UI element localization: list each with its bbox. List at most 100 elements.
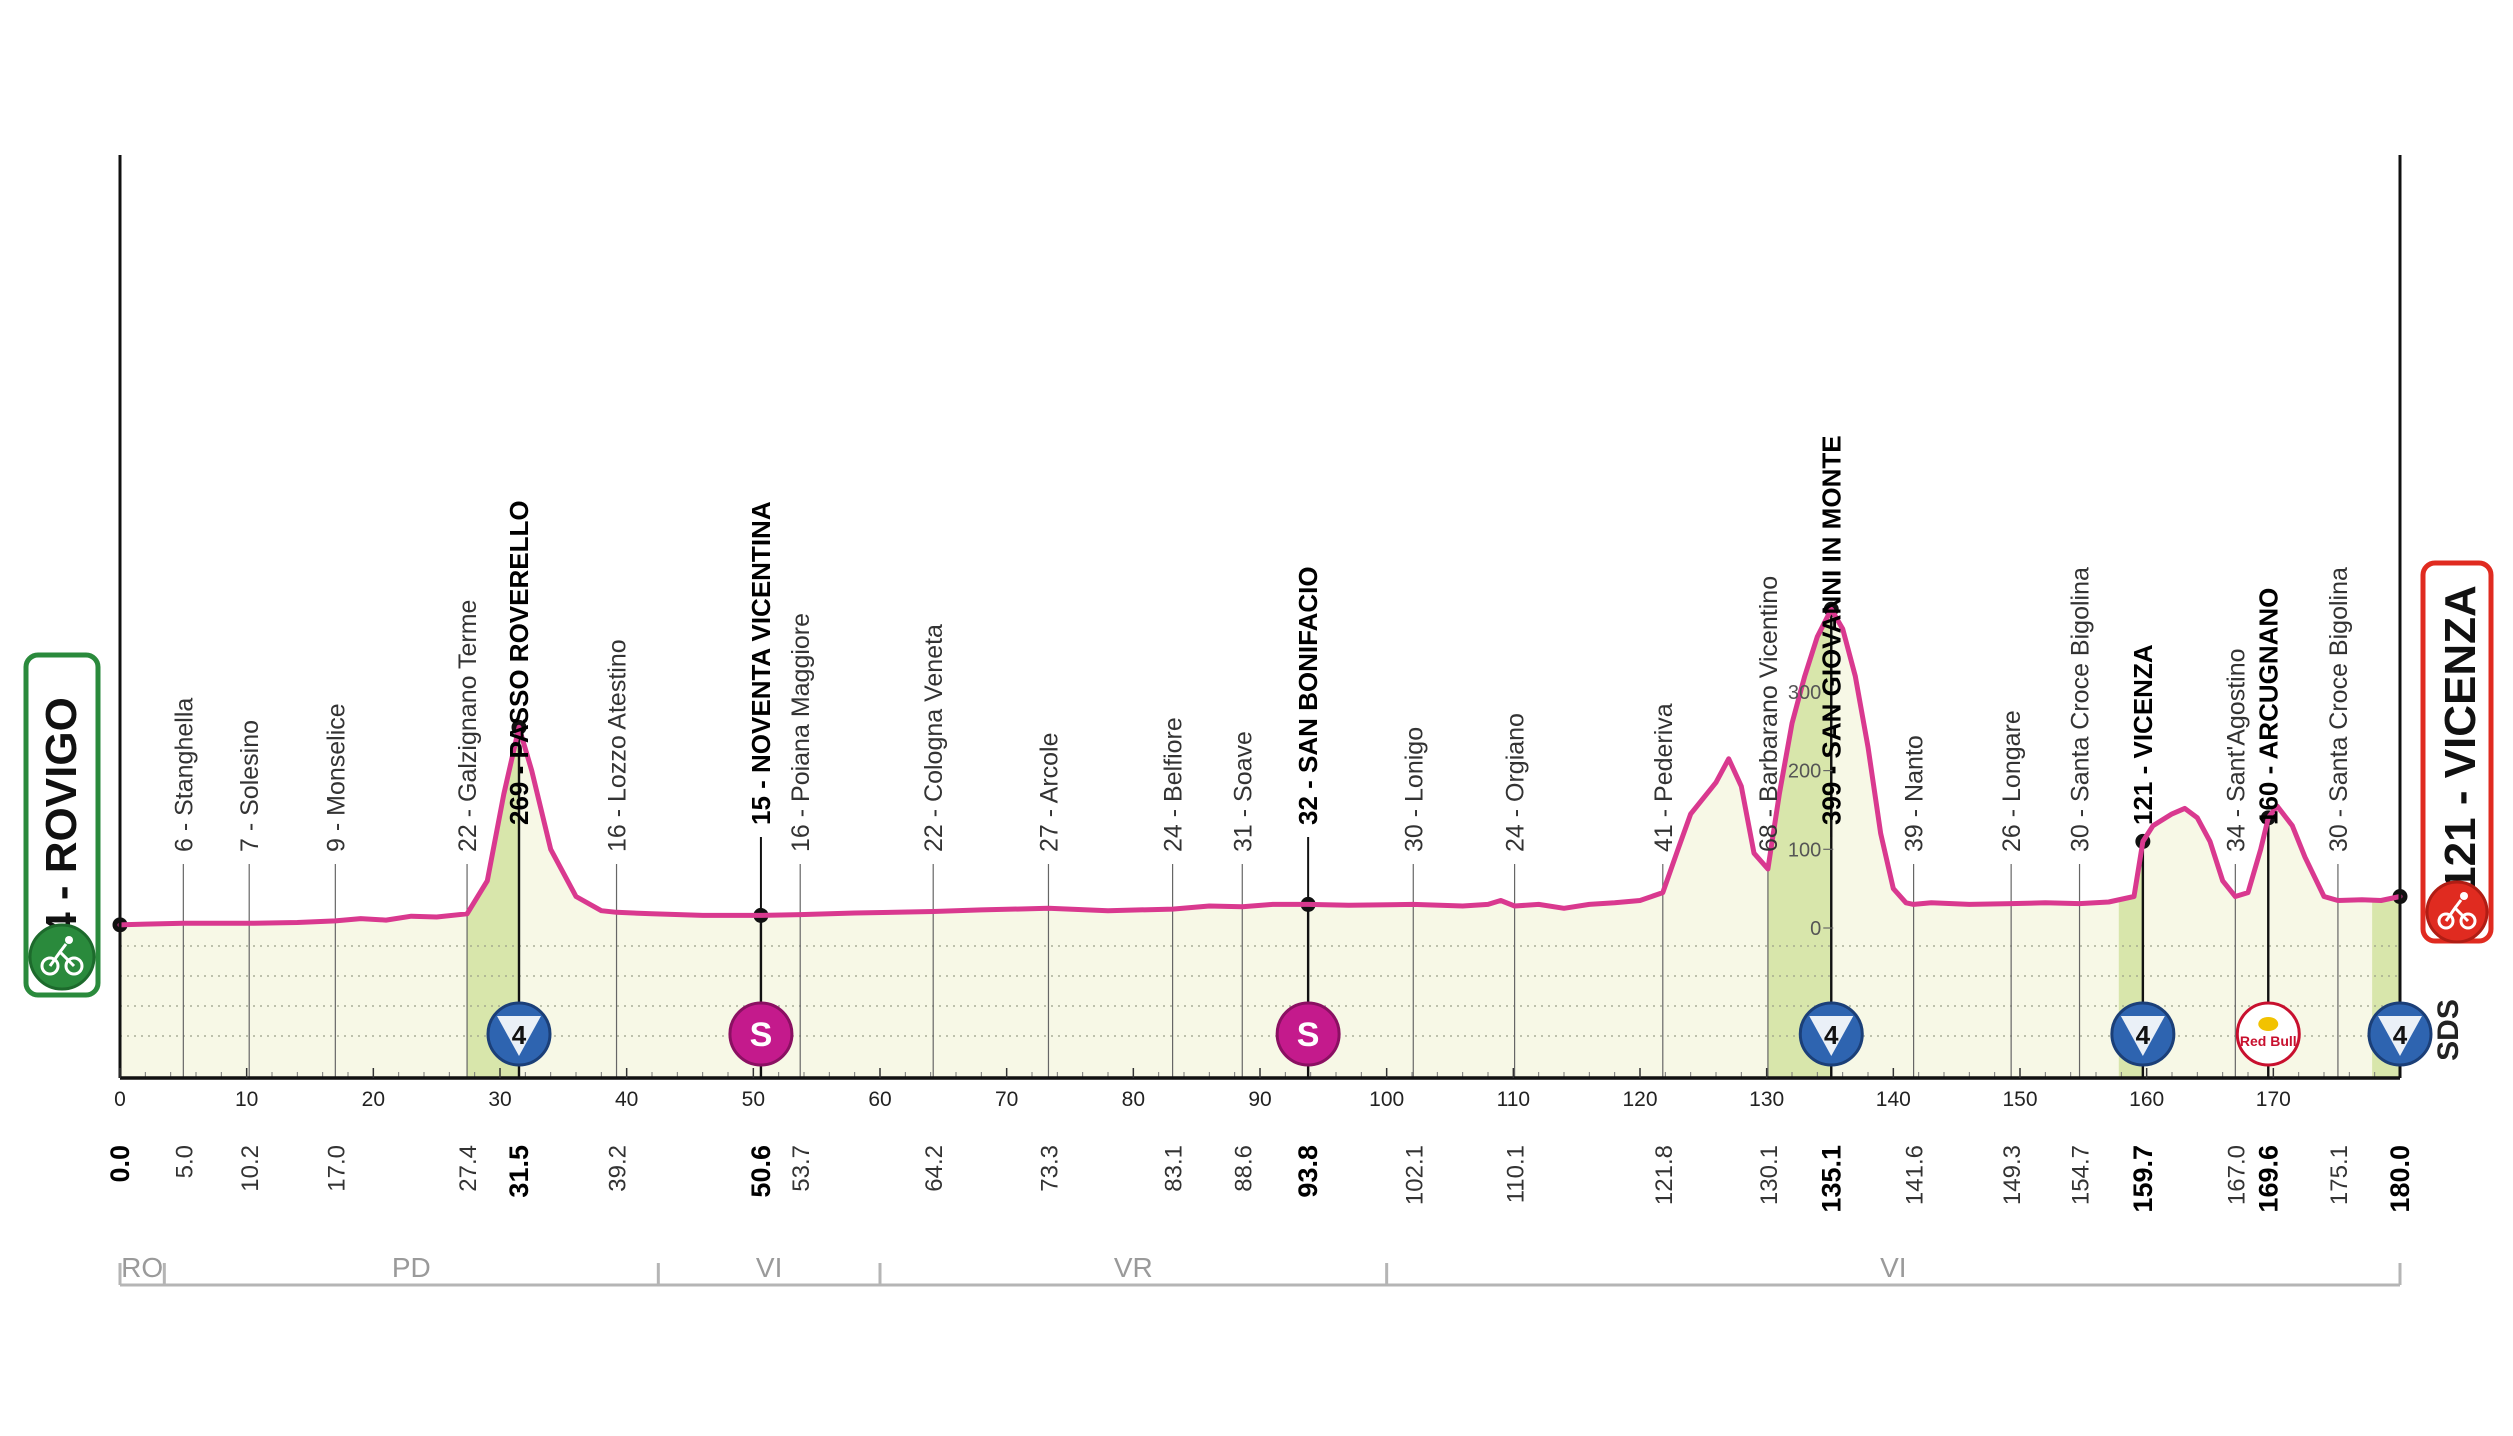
km-label: 130.1: [1756, 1145, 1783, 1205]
x-tick-label: 30: [488, 1088, 511, 1111]
x-tick-label: 40: [615, 1088, 638, 1111]
waypoint-label: 6 - Stanghella: [170, 698, 198, 852]
x-tick-label: 170: [2256, 1088, 2291, 1111]
x-tick-label: 20: [362, 1088, 385, 1111]
km-label: 167.0: [2223, 1145, 2250, 1205]
x-tick-label: 80: [1122, 1088, 1145, 1111]
km-label: 83.1: [1161, 1145, 1188, 1192]
waypoint-label: 30 - Santa Croce Bigolina: [2067, 567, 2095, 852]
km-label: 149.3: [1999, 1145, 2026, 1205]
waypoint-label: 22 - Cologna Veneta: [920, 624, 948, 852]
finish-badge: 121 - VICENZA: [2420, 560, 2494, 944]
sds-logo: SDS: [2432, 999, 2465, 1061]
waypoint-label: 269 - PASSO ROVERELLO: [504, 500, 534, 825]
km-label: 159.7: [2128, 1145, 2158, 1213]
km-label: 121.8: [1651, 1145, 1678, 1205]
x-tick-label: 60: [868, 1088, 891, 1111]
km-label: 64.2: [921, 1145, 948, 1192]
waypoint-label: 34 - Sant'Agostino: [2222, 648, 2250, 852]
x-tick-label: 110: [1497, 1088, 1530, 1111]
waypoint-label: 31 - Soave: [1229, 731, 1257, 852]
waypoint-label: 30 - Santa Croce Bigolina: [2325, 567, 2353, 852]
waypoint-label: 68 - Barbarano Vicentino: [1755, 576, 1783, 852]
x-tick-label: 120: [1622, 1088, 1657, 1111]
waypoint-label: 7 - Solesino: [236, 720, 264, 852]
km-label: 135.1: [1816, 1145, 1846, 1213]
mountain-shape: [2378, 1016, 2422, 1056]
waypoint-label: 160 - ARCUGNANO: [2253, 588, 2283, 825]
profile-line: [117, 606, 2403, 928]
km-label: 5.0: [171, 1145, 198, 1178]
province-label: VR: [1114, 1252, 1153, 1283]
km-label: 175.1: [2326, 1145, 2353, 1205]
km-label: 180.0: [2385, 1145, 2415, 1213]
start-label: 4 - ROVIGO: [37, 697, 86, 937]
km-label: 31.5: [504, 1145, 534, 1198]
km-label: 27.4: [455, 1145, 482, 1192]
km-label: 154.7: [2068, 1145, 2095, 1205]
km-label: 17.0: [323, 1145, 350, 1192]
sprint-s-icon: [728, 1001, 794, 1067]
province-label: RO: [121, 1252, 163, 1283]
altitude-label: 100: [1788, 839, 1821, 861]
waypoint-label: 26 - Longare: [1998, 710, 2026, 852]
waypoint-label: 22 - Galzignano Terme: [454, 600, 482, 852]
mountain-shape: [1809, 1016, 1854, 1056]
climb-area: [467, 727, 519, 1078]
waypoint-label: 15 - NOVENTA VICENTINA: [746, 501, 776, 825]
cyclist-icon: [2425, 880, 2489, 944]
km-label: 53.7: [788, 1145, 815, 1192]
km-label: 73.3: [1036, 1145, 1063, 1192]
x-tick-label: 130: [1749, 1088, 1784, 1111]
waypoint-label: 16 - Lozzo Atestino: [604, 639, 632, 852]
province-label: VI: [1880, 1252, 1906, 1283]
altitude-label: 200: [1788, 761, 1821, 783]
waypoint-label: 27 - Arcole: [1035, 732, 1063, 852]
x-tick-label: 90: [1248, 1088, 1271, 1111]
x-tick-label: 70: [995, 1088, 1018, 1111]
km-label: 93.8: [1293, 1145, 1323, 1198]
altitude-label: 300: [1788, 682, 1821, 704]
sprint-label: S: [750, 1016, 773, 1054]
x-tick-label: 0: [114, 1088, 126, 1111]
waypoint-label: 16 - Poiana Maggiore: [787, 613, 815, 852]
waypoint-label: 399 - SAN GIOVANNI IN MONTE: [1816, 435, 1846, 825]
sprint-s-icon: [1275, 1001, 1341, 1067]
waypoint-label: 30 - Lonigo: [1400, 727, 1428, 852]
bonus-label: Red Bull: [2240, 1033, 2297, 1049]
province-label: VI: [756, 1252, 782, 1283]
km-label: 50.6: [746, 1145, 776, 1198]
km-label: 88.6: [1230, 1145, 1257, 1192]
gpm-category: 4: [2393, 1020, 2408, 1050]
x-tick-label: 160: [2129, 1088, 2164, 1111]
km-label: 141.6: [1902, 1145, 1929, 1205]
waypoint-label: 24 - Orgiano: [1502, 713, 1530, 852]
gpm-category: 4: [1824, 1020, 1839, 1050]
waypoint-label: 32 - SAN BONIFACIO: [1293, 566, 1323, 825]
km-label: 10.2: [237, 1145, 264, 1192]
climb-area: [1767, 609, 1832, 1078]
x-tick-label: 140: [1876, 1088, 1911, 1111]
gpm-category: 4: [2136, 1020, 2151, 1050]
altitude-label: 0: [1810, 918, 1821, 940]
km-label: 39.2: [605, 1145, 632, 1192]
red-bull-bonus-icon: [2235, 1001, 2301, 1067]
waypoint-label: 41 - Pederiva: [1650, 703, 1678, 852]
km-label: 0.0: [105, 1145, 135, 1183]
x-tick-label: 100: [1369, 1088, 1404, 1111]
mountain-shape: [2120, 1016, 2165, 1056]
mountain-shape: [497, 1016, 541, 1056]
x-tick-label: 150: [2002, 1088, 2037, 1111]
waypoint-label: 39 - Nanto: [1901, 735, 1929, 852]
waypoint-label: 121 - VICENZA: [2128, 644, 2158, 825]
start-badge: 4 - ROVIGO: [23, 652, 101, 998]
km-label: 169.6: [2253, 1145, 2283, 1213]
km-label: 110.1: [1503, 1145, 1530, 1203]
red-bull-sun: [2258, 1017, 2279, 1031]
x-tick-label: 10: [235, 1088, 258, 1111]
waypoint-label: 24 - Belfiore: [1160, 717, 1188, 852]
km-label: 102.1: [1401, 1145, 1428, 1205]
waypoint-label: 9 - Monselice: [322, 703, 350, 852]
cyclist-icon: [28, 923, 96, 991]
